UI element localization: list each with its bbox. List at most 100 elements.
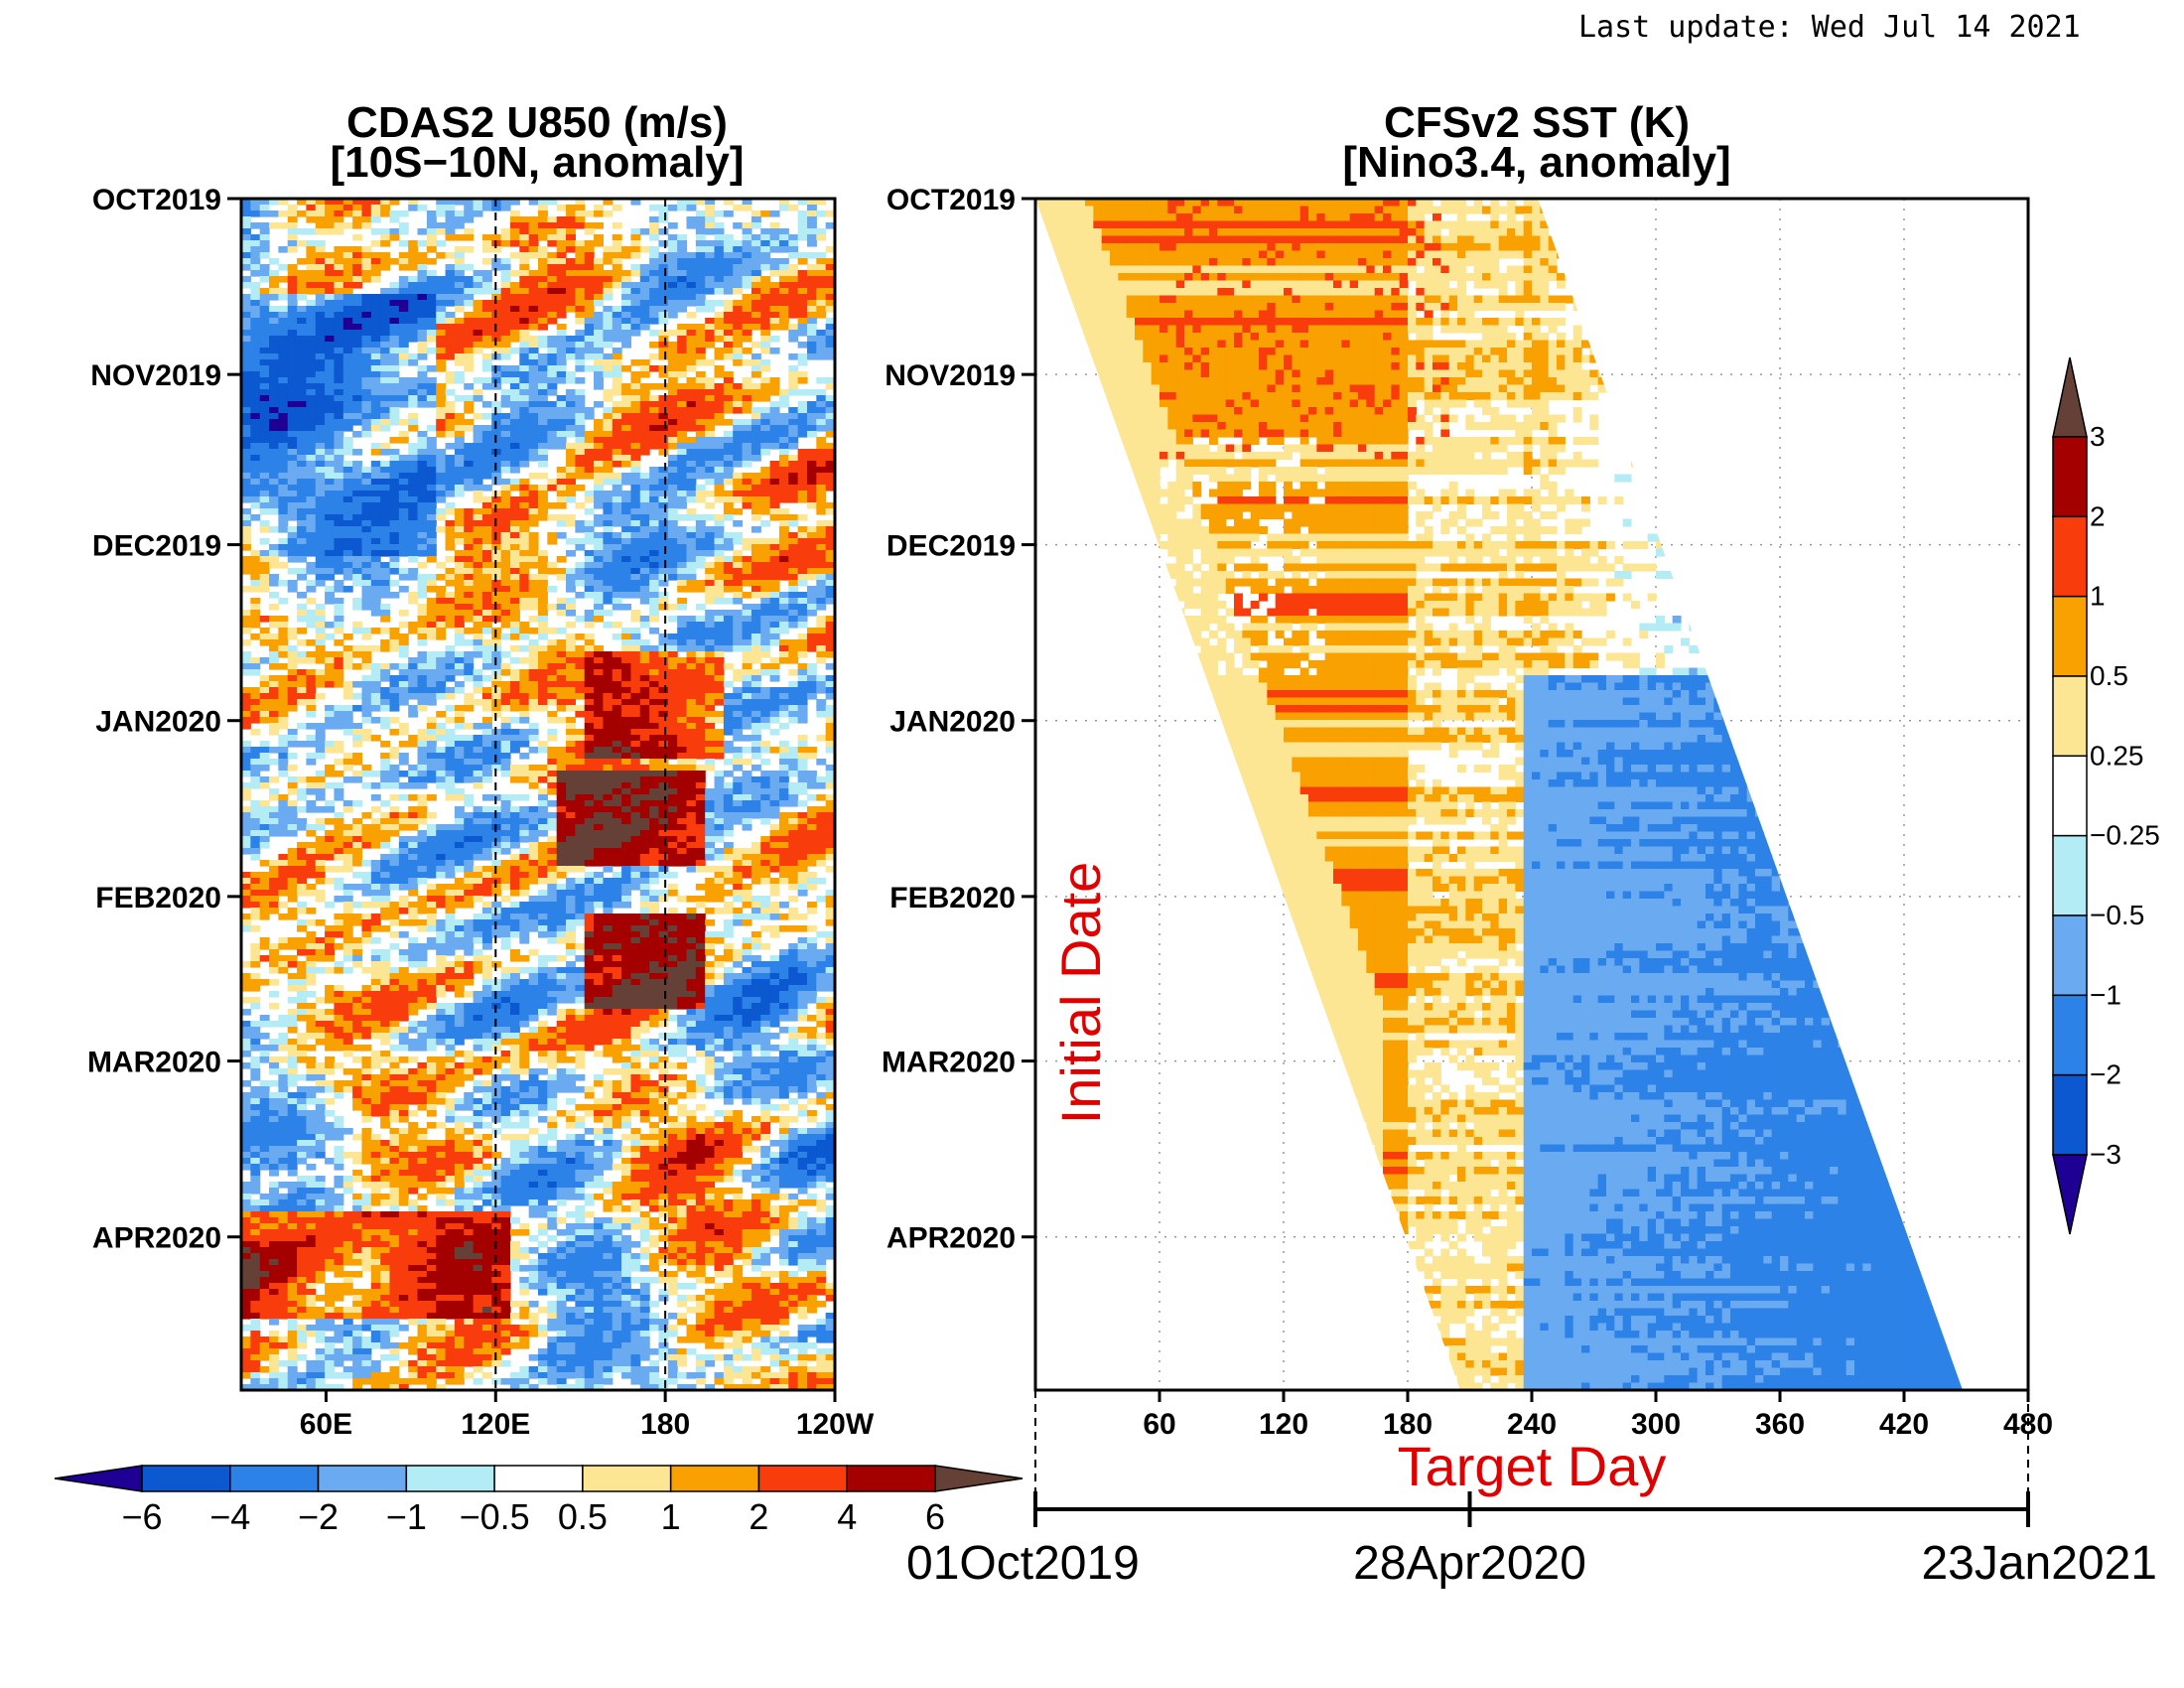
u850-cell <box>269 401 279 408</box>
u850-cell <box>408 491 419 497</box>
u850-cell <box>686 687 697 694</box>
u850-cell <box>649 431 660 438</box>
u850-cell <box>825 282 835 289</box>
u850-cell <box>778 616 789 623</box>
u850-cell <box>612 508 622 515</box>
u850-cell <box>250 729 261 736</box>
u850-cell <box>566 211 576 217</box>
u850-cell <box>454 776 465 783</box>
u850-cell <box>778 228 789 235</box>
u850-cell <box>769 705 780 712</box>
u850-cell <box>287 776 298 783</box>
u850-cell <box>612 485 622 492</box>
u850-cell <box>426 276 437 283</box>
u850-subtitle: [10S−10N, anomaly] <box>331 138 745 187</box>
u850-cell <box>630 324 641 331</box>
u850-cell <box>519 252 530 259</box>
u850-cell <box>566 520 576 527</box>
u850-cell <box>436 407 447 414</box>
u850-cell <box>259 502 270 509</box>
u850-cell <box>380 723 391 730</box>
u850-cell <box>695 395 706 402</box>
u850-cell <box>658 282 669 289</box>
u850-cell <box>500 544 511 551</box>
u850-cell <box>723 729 734 736</box>
u850-cell <box>528 443 539 450</box>
u850-cell <box>705 282 716 289</box>
u850-cell <box>686 657 697 664</box>
u850-cell <box>361 330 372 337</box>
u850-cell <box>241 264 251 271</box>
u850-cell <box>677 234 688 241</box>
u850-cell <box>686 699 697 706</box>
u850-cell <box>538 312 548 319</box>
u850-cell <box>769 383 780 390</box>
u850-cell <box>556 663 567 670</box>
u850-cell <box>417 449 428 456</box>
u850-cell <box>287 389 298 396</box>
u850-cell <box>315 306 326 313</box>
u850-cell <box>630 771 641 777</box>
u850-cell <box>398 222 409 229</box>
u850-cell <box>473 598 483 605</box>
u850-cell <box>445 735 456 742</box>
u850-cell <box>667 663 678 670</box>
u850-cell <box>250 431 261 438</box>
u850-cell <box>500 574 511 581</box>
u850-cell <box>306 782 317 789</box>
u850-cell <box>509 574 520 581</box>
u850-cell <box>389 342 400 349</box>
u850-cell <box>603 693 614 700</box>
u850-cell <box>733 264 744 271</box>
u850-cell <box>556 270 567 277</box>
u850-cell <box>556 330 567 337</box>
u850-cell <box>630 425 641 432</box>
u850-cell <box>500 377 511 384</box>
u850-cell <box>287 544 298 551</box>
u850-cell <box>806 270 817 277</box>
u850-cell <box>426 633 437 640</box>
u850-cell <box>269 657 279 664</box>
u850-cell <box>454 336 465 343</box>
u850-cell <box>352 306 363 313</box>
u850-cell <box>658 330 669 337</box>
u850-cell <box>594 270 604 277</box>
u850-cell <box>575 437 586 444</box>
u850-cell <box>454 759 465 766</box>
u850-cell <box>259 246 270 253</box>
u850-cell <box>788 330 799 337</box>
u850-cell <box>686 693 697 700</box>
u850-cell <box>408 693 419 700</box>
u850-cell <box>325 318 336 325</box>
u850-cell <box>306 616 317 623</box>
u850-cell <box>547 431 558 438</box>
u850-cell <box>426 723 437 730</box>
u850-cell <box>426 282 437 289</box>
u850-cell <box>778 413 789 420</box>
u850-cell <box>695 705 706 712</box>
u850-cell <box>639 294 650 301</box>
u850-cell <box>751 246 761 253</box>
u850-cell <box>315 639 326 646</box>
u850-cell <box>566 741 576 748</box>
u850-cell <box>538 383 548 390</box>
u850-cell <box>519 306 530 313</box>
u850-cell <box>714 598 725 605</box>
u850-cell <box>825 318 835 325</box>
u850-cell <box>250 693 261 700</box>
u850-cell <box>334 318 344 325</box>
u850-cell <box>677 413 688 420</box>
u850-cell <box>658 211 669 217</box>
u850-cell <box>566 496 576 503</box>
u850-cell <box>380 258 391 265</box>
u850-cell <box>566 240 576 247</box>
u850-cell <box>612 264 622 271</box>
u850-cell <box>509 592 520 599</box>
u850-cell <box>575 633 586 640</box>
u850-cell <box>454 348 465 354</box>
u850-cell <box>714 336 725 343</box>
u850-cell <box>714 681 725 688</box>
u850-cell <box>426 425 437 432</box>
u850-cell <box>621 639 632 646</box>
u850-cell <box>297 657 307 664</box>
